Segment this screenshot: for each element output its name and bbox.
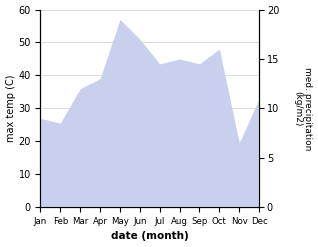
Y-axis label: med. precipitation
(kg/m2): med. precipitation (kg/m2) bbox=[293, 67, 313, 150]
X-axis label: date (month): date (month) bbox=[111, 231, 189, 242]
Y-axis label: max temp (C): max temp (C) bbox=[5, 75, 16, 142]
